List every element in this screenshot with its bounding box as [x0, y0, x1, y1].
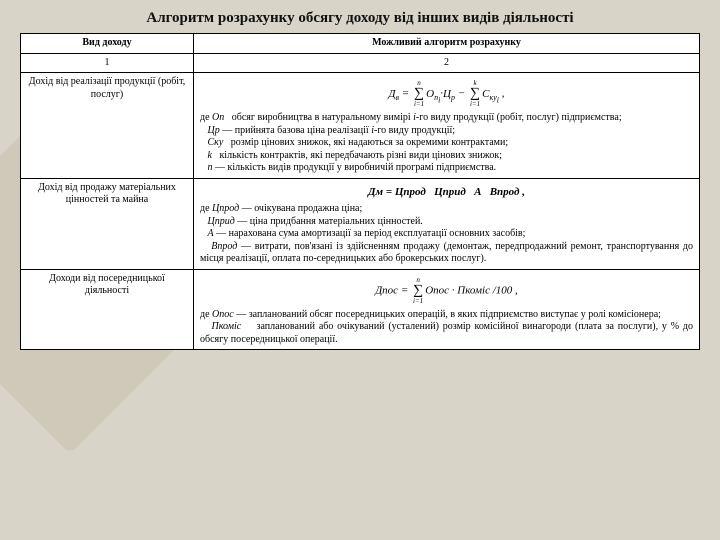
subheader-c1: 1 — [21, 53, 194, 73]
table-row: Дохід від реалізації продукції (робіт, п… — [21, 73, 700, 179]
row2-desc: де Цпрод — очікувана продажна ціна; Цпри… — [200, 203, 693, 266]
row3-formula: Дпос = n∑i=1Опос · Пкоміс /100 , — [200, 273, 693, 309]
table-row: Дохід від продажу матеріальних цінностей… — [21, 178, 700, 269]
row3-content: Дпос = n∑i=1Опос · Пкоміс /100 , де Опос… — [194, 269, 700, 350]
subheader-c2: 2 — [194, 53, 700, 73]
row2-content: Дм = Цпрод Цприд А Впрод , де Цпрод — оч… — [194, 178, 700, 269]
row1-content: Дв = n∑i=1Опi·Цр − k∑i=1Скуi , де Оп обс… — [194, 73, 700, 179]
row2-label: Дохід від продажу матеріальних цінностей… — [21, 178, 194, 269]
row2-formula: Дм = Цпрод Цприд А Впрод , — [200, 182, 693, 204]
page-title: Алгоритм розрахунку обсягу доходу від ін… — [0, 0, 720, 33]
row1-formula: Дв = n∑i=1Опi·Цр − k∑i=1Скуi , — [200, 76, 693, 112]
table-row: Доходи від посередницької діяльності Дпо… — [21, 269, 700, 350]
header-col1: Вид доходу — [21, 34, 194, 54]
row3-label: Доходи від посередницької діяльності — [21, 269, 194, 350]
table-header-row: Вид доходу Можливий алгоритм розрахунку — [21, 34, 700, 54]
row1-label: Дохід від реалізації продукції (робіт, п… — [21, 73, 194, 179]
row1-desc: де Оп обсяг виробництва в натуральному в… — [200, 112, 693, 175]
algorithm-table: Вид доходу Можливий алгоритм розрахунку … — [20, 33, 700, 350]
table-subheader-row: 1 2 — [21, 53, 700, 73]
header-col2: Можливий алгоритм розрахунку — [194, 34, 700, 54]
row3-desc: де Опос — запланований обсяг посередниць… — [200, 309, 693, 347]
